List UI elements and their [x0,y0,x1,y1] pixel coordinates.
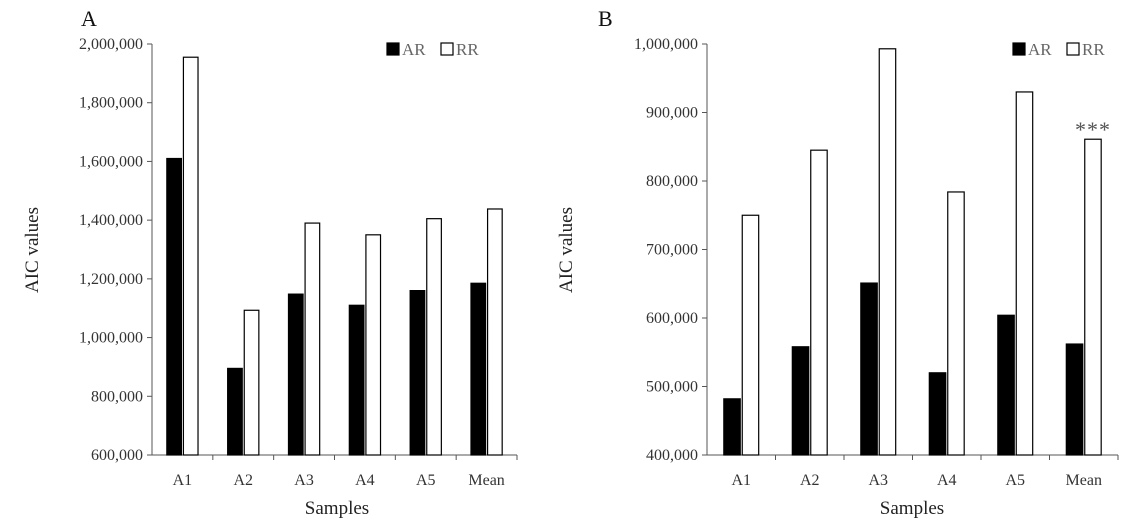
y-tick-label: 800,000 [646,173,698,190]
bar-ar-a3 [287,293,304,456]
x-tick-label: Mean [1066,472,1102,489]
legend-swatch-rr [1066,42,1080,56]
bar-rr-a1 [182,56,199,456]
legend-label-ar: AR [402,40,426,59]
bar-ar-a2 [227,367,243,456]
bar-rr-a4 [947,191,965,456]
y-axis-title: AIC values [22,207,43,293]
x-tick-label: A1 [731,472,751,489]
bar-ar-a4 [348,304,365,456]
legend-swatch-ar [386,42,400,56]
y-tick-label: 800,000 [91,388,143,405]
bar-ar-mean [1065,343,1084,456]
x-tick-label: A3 [294,472,314,489]
bar-rr-a5 [1015,91,1034,456]
y-tick-label: 1,600,000 [79,153,143,170]
bar-rr-a2 [810,149,828,456]
bar-rr-mean [486,208,503,456]
y-tick-label: 900,000 [646,105,698,122]
bar-ar-a3 [860,282,878,456]
x-axis-title: Samples [305,498,369,519]
bar-ar-a1 [166,157,183,456]
x-tick-label: A5 [1005,472,1025,489]
legend-swatch-ar [1012,42,1026,56]
y-tick-label: 1,800,000 [79,95,143,112]
x-axis-title: Samples [880,498,944,519]
y-tick-label: 1,000,000 [79,330,143,347]
significance-annotation: *** [1075,117,1111,142]
y-tick-label: 1,400,000 [79,212,143,229]
x-tick-label: A4 [937,472,957,489]
legend-swatch-rr [440,42,454,56]
bar-ar-a5 [997,314,1015,456]
y-tick-label: 600,000 [646,310,698,327]
bar-ar-a5 [409,290,426,456]
legend-label-ar: AR [1028,40,1052,59]
bar-rr-a4 [365,234,382,456]
chart-panel-b: B 400,000 500,000 600,000 700,000 800,000 900,… [556,6,1119,519]
x-tick-label: A4 [355,472,375,489]
bar-ar-a2 [791,346,810,456]
bar-rr-a2 [243,309,260,456]
x-tick-label: A5 [416,472,436,489]
panel-letter: B [598,6,613,31]
x-tick-label: A2 [800,472,820,489]
x-tick-label: A2 [233,472,253,489]
legend-label-rr: RR [1082,40,1105,59]
y-tick-label: 400,000 [646,447,698,464]
bar-ar-mean [470,282,487,456]
bar-rr-mean [1084,138,1102,456]
x-tick-label: A3 [868,472,888,489]
bar-rr-a1 [741,214,760,456]
y-tick-label: 2,000,000 [79,36,143,53]
bar-rr-a3 [304,222,321,456]
bar-rr-a3 [878,48,897,456]
y-tick-label: 1,200,000 [79,271,143,288]
bar-ar-a1 [723,398,741,456]
bar-rr-a5 [426,218,442,456]
y-axis-title: AIC values [556,207,577,293]
panel-letter: A [81,6,97,31]
legend-label-rr: RR [456,40,479,59]
chart-panel-a: A 600,000 800,000 1,000,000 1,200,000 1,400,0… [22,6,518,519]
bar-ar-a4 [928,372,947,456]
y-tick-label: 700,000 [646,242,698,259]
y-tick-label: 600,000 [91,447,143,464]
x-tick-label: Mean [468,472,504,489]
x-tick-label: A1 [173,472,193,489]
y-tick-label: 1,000,000 [634,36,698,53]
y-tick-label: 500,000 [646,379,698,396]
